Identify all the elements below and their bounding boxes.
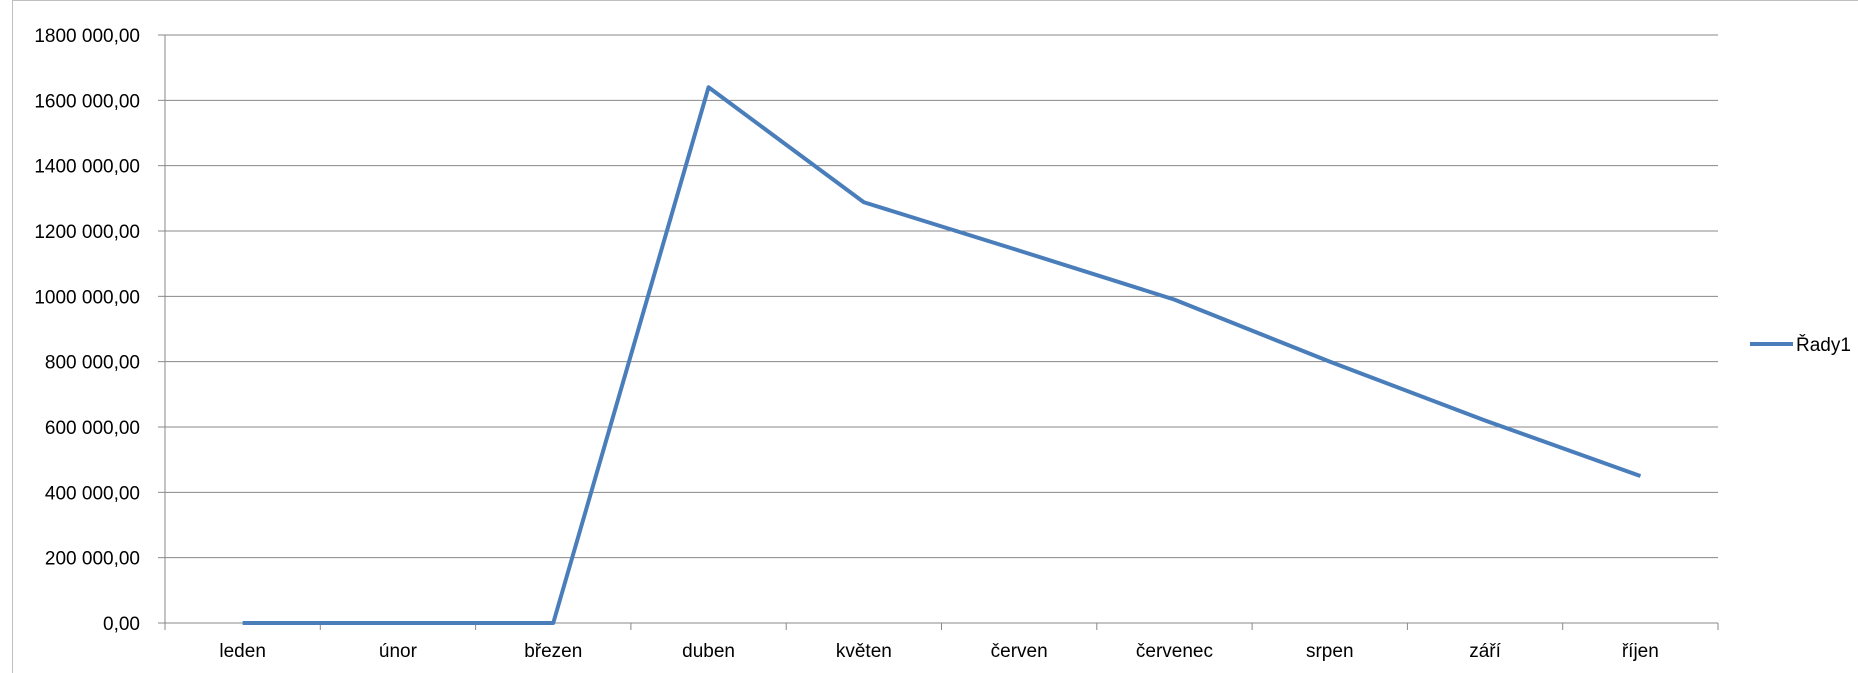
series-line-0 bbox=[242, 85, 1642, 625]
data-point bbox=[1329, 361, 1331, 363]
y-tick-label: 0,00 bbox=[103, 614, 140, 635]
data-point bbox=[1018, 250, 1020, 252]
x-tick-label: leden bbox=[219, 641, 266, 662]
series-lines bbox=[242, 85, 1642, 625]
y-tick-label: 1000 000,00 bbox=[34, 287, 140, 308]
x-tick-label: květen bbox=[836, 641, 892, 662]
y-tick-label: 1400 000,00 bbox=[34, 157, 140, 178]
y-tick-label: 1200 000,00 bbox=[34, 222, 140, 243]
x-tick-label: srpen bbox=[1306, 641, 1354, 662]
data-point bbox=[863, 201, 865, 203]
x-tick-label: červen bbox=[991, 641, 1048, 662]
grid-lines bbox=[165, 34, 1718, 559]
chart-frame bbox=[12, 0, 1858, 673]
y-tick-label: 200 000,00 bbox=[45, 549, 140, 570]
x-tick-label: březen bbox=[524, 641, 582, 662]
y-axis-ticks: 0,00 200 000,00 400 000,00 600 000,00 800 00… bbox=[34, 26, 165, 635]
x-tick-label: červenec bbox=[1136, 641, 1213, 662]
legend-label: Řady1 bbox=[1796, 334, 1851, 356]
data-point bbox=[552, 622, 554, 624]
data-point bbox=[242, 622, 244, 624]
y-tick-label: 1800 000,00 bbox=[34, 26, 140, 47]
y-tick-label: 400 000,00 bbox=[45, 483, 140, 504]
data-point bbox=[1639, 475, 1641, 477]
data-point bbox=[1484, 419, 1486, 421]
data-point bbox=[1173, 299, 1175, 301]
x-axis-ticks: leden únor březen duben květen červen červenec… bbox=[164, 623, 1719, 662]
axes bbox=[164, 35, 1718, 624]
x-tick-label: duben bbox=[682, 641, 735, 662]
x-tick-label: únor bbox=[379, 641, 418, 662]
legend: Řady1 bbox=[1750, 334, 1851, 356]
y-tick-label: 600 000,00 bbox=[45, 418, 140, 439]
data-point bbox=[708, 86, 710, 88]
data-point bbox=[397, 622, 399, 624]
x-tick-label: říjen bbox=[1622, 641, 1659, 662]
y-tick-label: 800 000,00 bbox=[45, 353, 140, 374]
y-tick-label: 1600 000,00 bbox=[34, 91, 140, 112]
x-tick-label: září bbox=[1469, 641, 1501, 662]
